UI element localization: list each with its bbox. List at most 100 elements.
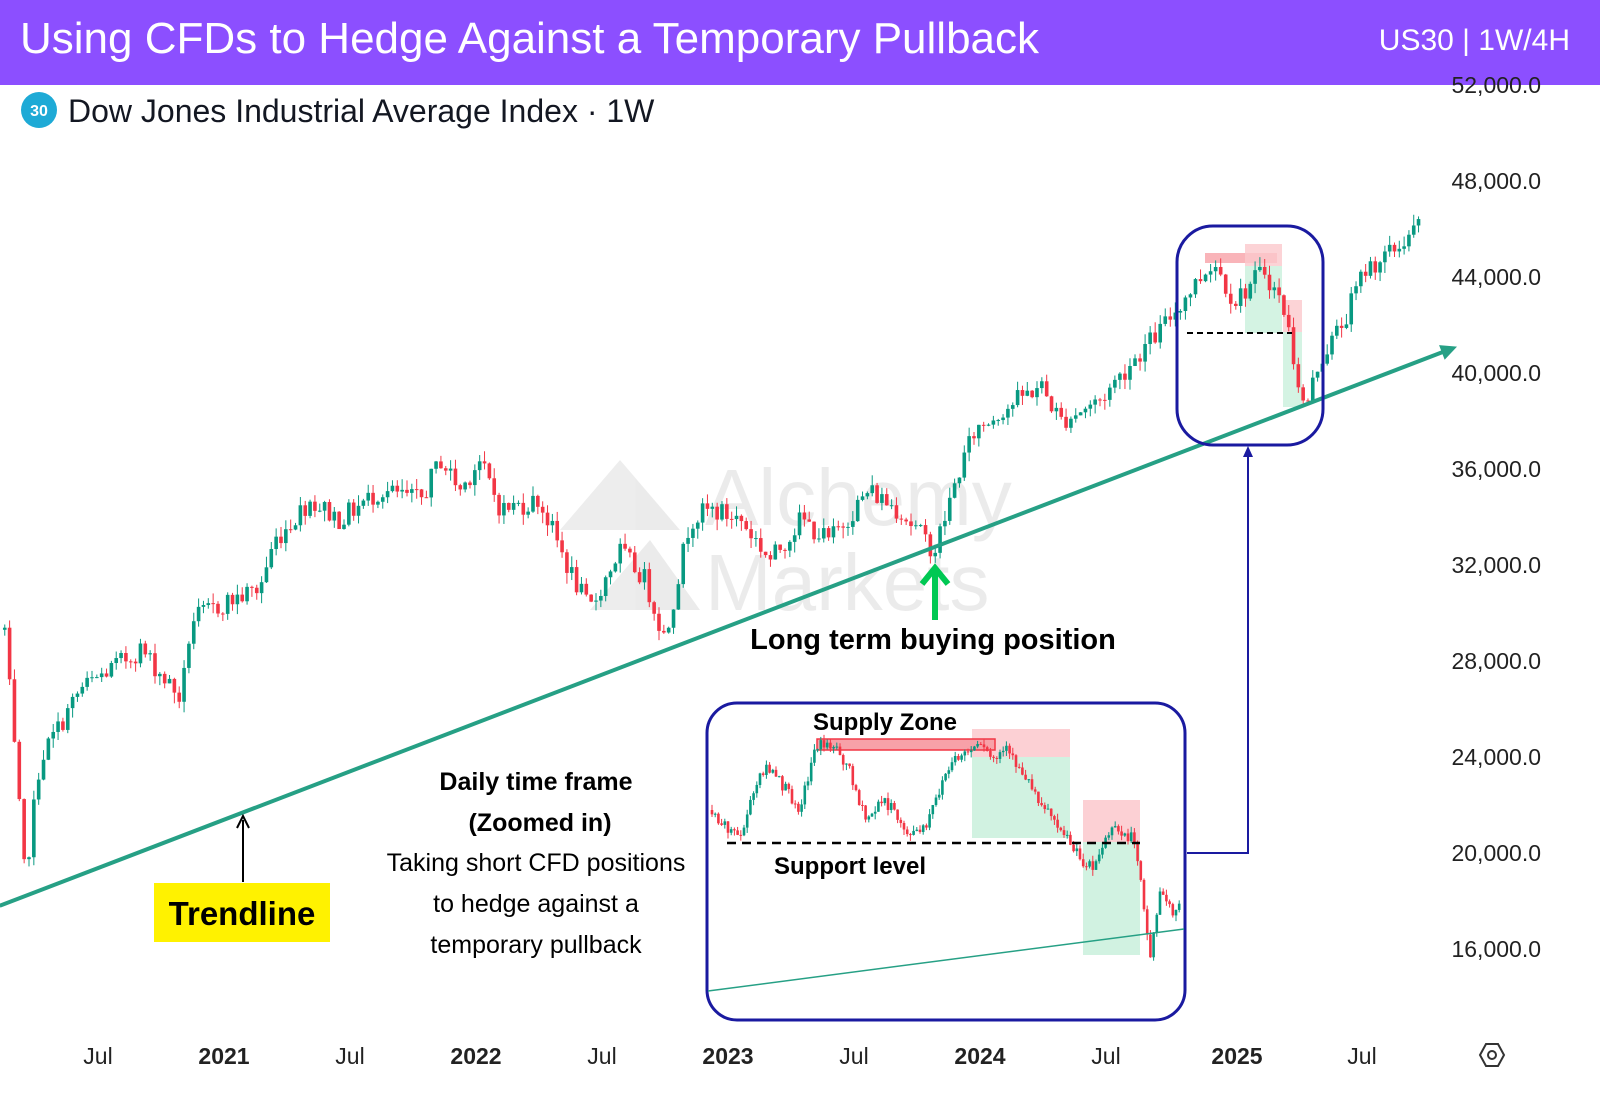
inset-candle (765, 760, 768, 779)
pullback-highlight-box (1175, 224, 1325, 447)
candle (637, 567, 642, 585)
instrument-name[interactable]: Dow Jones Industrial Average Index · 1W (68, 93, 655, 129)
candle (284, 520, 288, 552)
candle (332, 506, 337, 528)
y-tick-label: 24,000.0 (1451, 744, 1541, 770)
candle (1158, 315, 1163, 349)
inset-candle (1065, 830, 1069, 839)
candle (1392, 242, 1397, 257)
x-tick-label: 2021 (198, 1043, 249, 1069)
candle (41, 750, 46, 781)
candle (996, 418, 1001, 426)
candle (943, 510, 947, 536)
main-trade-zones (1205, 244, 1302, 407)
stop-zone-2 (1283, 300, 1302, 332)
candle (652, 600, 656, 621)
candle (952, 478, 957, 499)
x-axis[interactable]: Jul 2021 Jul 2022 Jul 2023 Jul 2024 Jul 2025 Jul (83, 1043, 1376, 1069)
candle (686, 527, 690, 553)
inset-candle (803, 781, 807, 809)
inset-candle (841, 753, 845, 771)
candle (410, 483, 414, 503)
inset-candle (1081, 853, 1085, 868)
inset-candle (1049, 808, 1053, 821)
inset-candle (1085, 862, 1088, 871)
inset-candles (710, 734, 1181, 961)
candle (429, 468, 434, 507)
inset-candle (816, 748, 819, 753)
inset-candle (982, 739, 986, 752)
inset-candle (1126, 828, 1130, 845)
candle (1339, 317, 1344, 338)
inset-candle (973, 745, 976, 751)
target-zone-1 (1245, 266, 1282, 333)
inset-connector-line (1187, 455, 1249, 854)
candle (90, 670, 94, 683)
inset-candle (925, 823, 928, 831)
inset-candle (713, 812, 717, 818)
candle (657, 607, 661, 641)
candle (143, 640, 148, 658)
candle (148, 650, 152, 661)
candle (1262, 259, 1267, 279)
candle (99, 667, 104, 683)
y-axis[interactable]: 52,000.0 48,000.0 44,000.0 40,000.0 36,000.0… (1451, 72, 1541, 962)
inset-candle (1014, 754, 1018, 773)
candle (792, 528, 797, 553)
candle (870, 475, 875, 497)
candle (608, 569, 613, 585)
x-tick-label: 2024 (954, 1043, 1005, 1069)
candle (138, 638, 143, 668)
candle (206, 598, 211, 609)
candle (1277, 278, 1281, 303)
x-tick-label: Jul (839, 1043, 868, 1069)
candle (497, 492, 501, 524)
candle (594, 593, 598, 611)
candle (1383, 245, 1387, 273)
candle (124, 646, 128, 669)
inset-candle (931, 804, 935, 819)
candle (463, 481, 467, 493)
candle (511, 495, 516, 515)
candle (1233, 301, 1238, 310)
candle (114, 651, 119, 670)
inset-candle (947, 766, 951, 779)
candle (351, 499, 356, 521)
trendline[interactable] (0, 347, 1450, 908)
inset-candle (838, 743, 842, 756)
candle (1223, 273, 1228, 298)
candle (1025, 382, 1030, 397)
candle (851, 511, 855, 535)
candle (298, 497, 303, 532)
trendline-label: Trendline (169, 895, 316, 932)
inset-candle (902, 820, 906, 836)
candle (778, 544, 782, 554)
settings-hexagon-icon[interactable] (1478, 1043, 1506, 1067)
watermark-line1: Alchemy (705, 453, 1012, 542)
candle (1301, 384, 1305, 406)
candle (962, 445, 967, 481)
y-tick-label: 40,000.0 (1451, 360, 1541, 386)
candle (831, 518, 836, 544)
inset-candle (800, 799, 803, 817)
buy-position-label: Long term buying position (750, 624, 1116, 656)
candle (1203, 273, 1208, 283)
candle (1138, 353, 1142, 371)
candle (376, 500, 380, 509)
candle (1272, 281, 1277, 299)
candle (550, 513, 555, 533)
candle (855, 495, 860, 522)
candle (274, 528, 278, 556)
target-zone-2 (1283, 332, 1302, 407)
inset-candle (1158, 887, 1162, 915)
candle (1188, 293, 1193, 307)
candle (342, 519, 346, 530)
inset-candle (790, 785, 794, 805)
candle (947, 487, 952, 525)
candle (303, 500, 308, 525)
candle (826, 526, 831, 541)
inset-candle (918, 825, 922, 834)
candle (1193, 277, 1198, 298)
candle (1103, 393, 1107, 410)
